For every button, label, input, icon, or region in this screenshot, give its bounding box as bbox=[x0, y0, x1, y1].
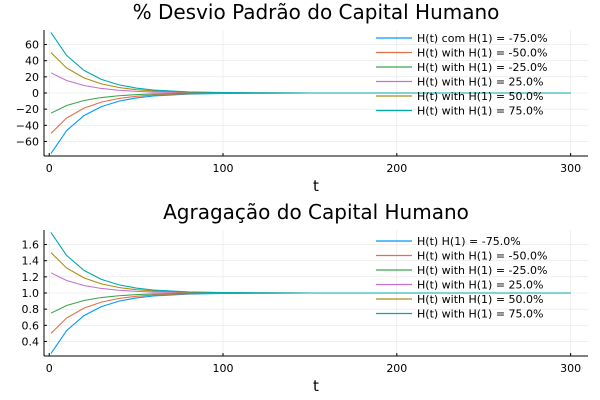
bottom-chart-axes: 0 100 200 300 0.4 0.6 0.8 1.0 1.2 1.4 1.6 bbox=[22, 230, 588, 375]
bottom-chart-legend-label-1: H(t) H(1) = -75.0% bbox=[417, 235, 521, 248]
bottom-chart-x-tick-label: 100 bbox=[213, 362, 234, 375]
bottom-chart-y-tick-label: 0.6 bbox=[22, 319, 40, 332]
bottom-chart-series-line-6 bbox=[50, 232, 571, 294]
bottom-chart-x-tick-label: 0 bbox=[46, 362, 53, 375]
bottom-chart-panel: Agragação do Capital Humano 0 100 200 300 0.… bbox=[22, 200, 588, 395]
top-chart-legend: H(t) com H(1) = -75.0% H(t) with H(1) = -… bbox=[376, 32, 548, 118]
bottom-chart-y-tick-label: 1.4 bbox=[22, 255, 40, 268]
top-chart-axes: 0 100 200 300 −60 −40 −20 0 20 40 60 bbox=[16, 30, 588, 175]
top-chart-x-tick-label: 300 bbox=[560, 162, 581, 175]
bottom-chart-legend-label-2: H(t) with H(1) = -50.0% bbox=[417, 250, 547, 263]
bottom-chart-y-tick-label: 0.4 bbox=[22, 335, 40, 348]
top-chart-y-tick-label: 20 bbox=[25, 71, 39, 84]
bottom-chart-legend-label-6: H(t) with H(1) = 75.0% bbox=[417, 308, 544, 321]
top-chart-y-tick-label: −40 bbox=[16, 119, 39, 132]
bottom-chart-y-tick-label: 1.0 bbox=[22, 287, 40, 300]
top-chart-y-tick-label: 60 bbox=[25, 39, 39, 52]
top-chart-legend-label-5: H(t) with H(1) = 50.0% bbox=[417, 90, 544, 103]
bottom-chart-series bbox=[50, 232, 571, 354]
top-chart-x-tick-label: 0 bbox=[46, 162, 53, 175]
top-chart-legend-label-3: H(t) with H(1) = -25.0% bbox=[417, 61, 547, 74]
bottom-chart-x-tick-label: 300 bbox=[560, 362, 581, 375]
top-chart-y-tick-label: 40 bbox=[25, 55, 39, 68]
bottom-chart-legend-label-5: H(t) with H(1) = 50.0% bbox=[417, 293, 544, 306]
bottom-chart-y-tick-label: 0.8 bbox=[22, 303, 40, 316]
top-chart-x-tick-label: 200 bbox=[386, 162, 407, 175]
top-chart-legend-label-6: H(t) with H(1) = 75.0% bbox=[417, 105, 544, 118]
top-chart-panel: % Desvio Padrão do Capital Humano 0 100 20… bbox=[16, 0, 588, 195]
top-chart-grid bbox=[44, 30, 588, 156]
top-chart-x-axis-label: t bbox=[313, 177, 319, 195]
bottom-chart-legend-label-4: H(t) with H(1) = 25.0% bbox=[417, 279, 544, 292]
bottom-chart-title: Agragação do Capital Humano bbox=[163, 200, 469, 224]
top-chart-legend-label-1: H(t) com H(1) = -75.0% bbox=[417, 32, 548, 45]
bottom-chart-y-tick-label: 1.2 bbox=[22, 271, 40, 284]
bottom-chart-y-tick-label: 1.6 bbox=[22, 239, 40, 252]
top-chart-series-line-6 bbox=[50, 32, 571, 94]
top-chart-series bbox=[50, 32, 571, 154]
bottom-chart-x-axis-label: t bbox=[313, 377, 319, 395]
top-chart-legend-label-2: H(t) with H(1) = -50.0% bbox=[417, 47, 547, 60]
top-chart-y-tick-label: −60 bbox=[16, 135, 39, 148]
bottom-chart-legend: H(t) H(1) = -75.0% H(t) with H(1) = -50.0… bbox=[376, 235, 547, 321]
top-chart-x-tick-label: 100 bbox=[213, 162, 234, 175]
top-chart-y-tick-label: 0 bbox=[32, 87, 39, 100]
top-chart-legend-label-4: H(t) with H(1) = 25.0% bbox=[417, 76, 544, 89]
top-chart-y-tick-label: −20 bbox=[16, 103, 39, 116]
bottom-chart-x-tick-label: 200 bbox=[386, 362, 407, 375]
bottom-chart-legend-label-3: H(t) with H(1) = -25.0% bbox=[417, 264, 547, 277]
top-chart-title: % Desvio Padrão do Capital Humano bbox=[133, 0, 500, 24]
